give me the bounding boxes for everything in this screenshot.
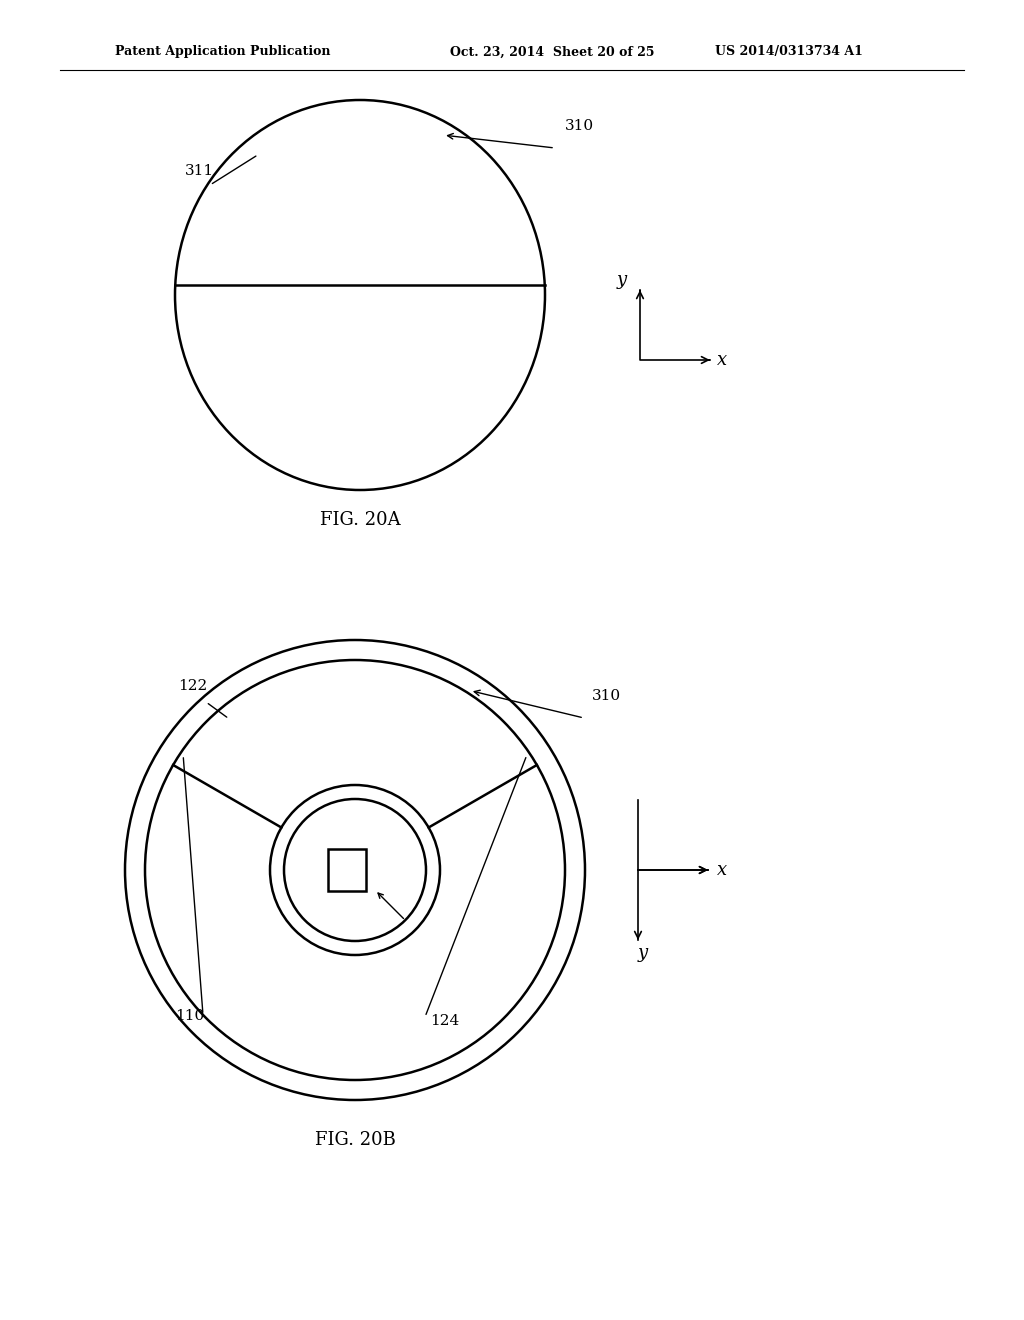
Text: 110: 110 [175, 1008, 204, 1023]
Text: 122: 122 [178, 678, 207, 693]
Text: Patent Application Publication: Patent Application Publication [115, 45, 331, 58]
Text: x: x [717, 861, 727, 879]
Text: 310: 310 [592, 689, 622, 704]
Text: y: y [616, 271, 627, 289]
Text: y: y [638, 944, 648, 962]
Text: x: x [717, 351, 727, 370]
Text: US 2014/0313734 A1: US 2014/0313734 A1 [715, 45, 863, 58]
Text: Oct. 23, 2014  Sheet 20 of 25: Oct. 23, 2014 Sheet 20 of 25 [450, 45, 654, 58]
Text: 310: 310 [565, 119, 594, 133]
Text: 311: 311 [185, 164, 214, 178]
Text: FIG. 20A: FIG. 20A [319, 511, 400, 529]
Text: FIG. 20B: FIG. 20B [314, 1131, 395, 1148]
Text: 124: 124 [430, 1014, 459, 1028]
Bar [328, 849, 366, 891]
